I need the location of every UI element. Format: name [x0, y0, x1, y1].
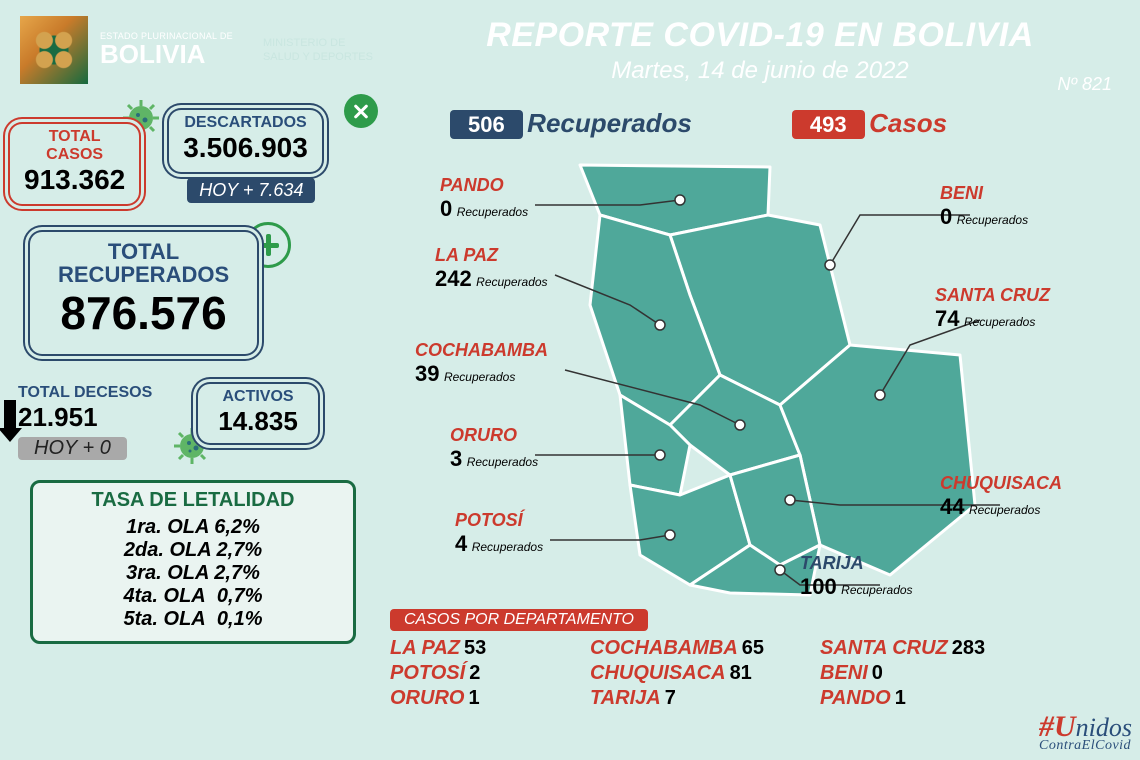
total-cases-label: TOTAL CASOS — [24, 128, 125, 164]
report-number: Nº 821 — [1057, 74, 1112, 95]
report-title: REPORTE COVID-19 EN BOLIVIA — [400, 16, 1120, 55]
active-label: ACTIVOS — [218, 388, 298, 406]
coat-of-arms-icon — [20, 16, 88, 84]
dept-lapaz: LA PAZ 242 Recuperados — [435, 245, 548, 292]
dept-beni: BENI 0 Recuperados — [940, 183, 1028, 230]
country-name: BOLIVIA — [100, 41, 233, 68]
left-panel: TOTAL CASOS 913.362 DESCARTADOS 3.506.90… — [0, 110, 360, 644]
deaths-label: TOTAL DECESOS — [18, 384, 152, 402]
active-box: ACTIVOS 14.835 — [198, 384, 318, 443]
total-cases-box: TOTAL CASOS 913.362 — [10, 124, 139, 204]
discarded-label: DESCARTADOS — [183, 114, 308, 132]
total-cases-value: 913.362 — [24, 164, 125, 196]
ministry-name: MINISTERIO DE SALUD Y DEPORTES — [263, 36, 373, 65]
bolivia-map-icon — [520, 145, 990, 605]
cases-by-dept-title: CASOS POR DEPARTAMENTO — [390, 609, 648, 631]
wave-row: 4ta. OLA 0,7% — [63, 585, 323, 608]
discarded-today: HOY + 7.634 — [187, 178, 315, 203]
dept-cochabamba: COCHABAMBA 39 Recuperados — [415, 340, 548, 387]
ribbon-icon — [0, 400, 22, 444]
wave-row: 1ra. OLA 6,2% — [63, 516, 323, 539]
lethality-box: TASA DE LETALIDAD 1ra. OLA 6,2% 2da. OLA… — [30, 480, 356, 644]
cases-by-dept: CASOS POR DEPARTAMENTO LA PAZ53 COCHABAM… — [390, 609, 1130, 710]
dept-tarija: TARIJA 100 Recuperados — [800, 553, 913, 600]
deaths-value: 21.951 — [18, 402, 152, 433]
hashtag: #Unidos ContraElCovid — [1039, 710, 1132, 754]
total-recovered-box: TOTAL RECUPERADOS 876.576 — [30, 232, 257, 354]
report-date: Martes, 14 de junio de 2022 — [400, 57, 1120, 85]
logo-group: ESTADO PLURINACIONAL DE BOLIVIA MINISTER… — [20, 16, 373, 84]
discard-icon — [344, 94, 378, 128]
discarded-box: DESCARTADOS 3.506.903 — [169, 110, 322, 172]
lethality-title: TASA DE LETALIDAD — [63, 489, 323, 512]
discarded-value: 3.506.903 — [183, 132, 308, 164]
dept-chuquisaca: CHUQUISACA 44 Recuperados — [940, 473, 1062, 520]
recovered-pill: 506 Recuperados — [450, 108, 692, 139]
wave-row: 5ta. OLA 0,1% — [63, 608, 323, 631]
dept-pando: PANDO 0 Recuperados — [440, 175, 528, 222]
dept-santacruz: SANTA CRUZ 74 Recuperados — [935, 285, 1050, 332]
dept-potosi: POTOSÍ 4 Recuperados — [455, 510, 543, 557]
deaths-today: HOY + 0 — [18, 437, 127, 460]
wave-row: 2da. OLA 2,7% — [63, 539, 323, 562]
total-recovered-label: TOTAL RECUPERADOS — [58, 240, 229, 286]
dept-oruro: ORURO 3 Recuperados — [450, 425, 538, 472]
map-area: PANDO 0 Recuperados BENI 0 Recuperados L… — [380, 145, 1130, 605]
wave-row: 3ra. OLA 2,7% — [63, 562, 323, 585]
right-panel: 506 Recuperados 493 Casos — [380, 108, 1130, 754]
active-value: 14.835 — [218, 406, 298, 437]
total-recovered-value: 876.576 — [58, 286, 229, 340]
cases-pill: 493 Casos — [792, 108, 947, 139]
header: ESTADO PLURINACIONAL DE BOLIVIA MINISTER… — [0, 0, 1140, 100]
